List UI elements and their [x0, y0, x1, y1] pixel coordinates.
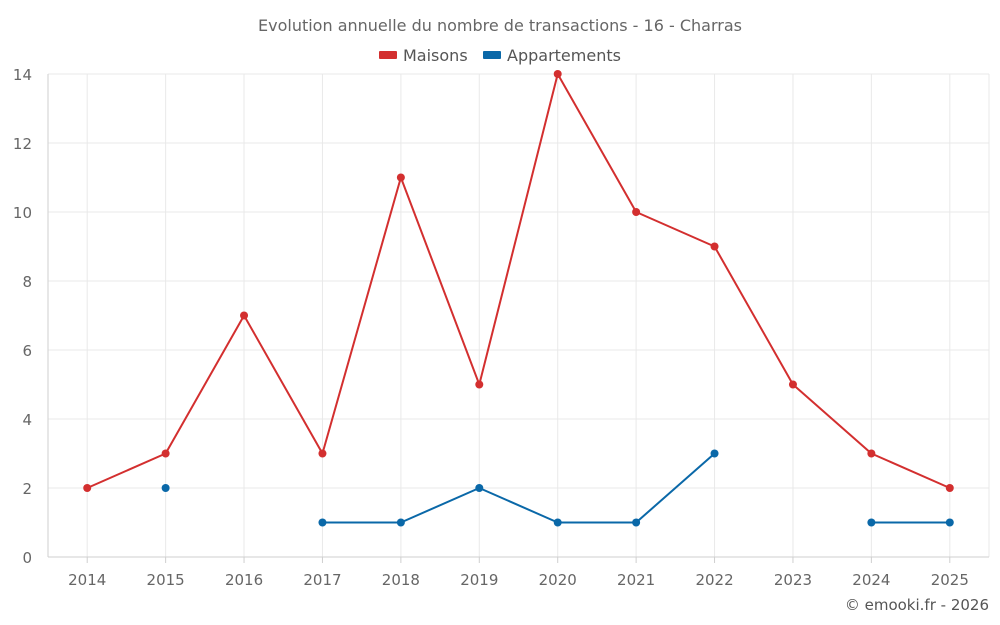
y-tick-label: 14: [13, 66, 32, 84]
point-appartements-2025[interactable]: [945, 518, 954, 527]
legend-swatch-maisons: [379, 51, 397, 59]
x-tick-label: 2022: [695, 571, 733, 589]
x-tick-label: 2024: [852, 571, 890, 589]
legend-item-maisons[interactable]: Maisons: [379, 46, 468, 65]
point-appartements-2019[interactable]: [475, 484, 484, 492]
y-tick-label: 12: [13, 135, 32, 153]
point-maisons-2022[interactable]: [710, 242, 719, 251]
point-appartements-2024[interactable]: [867, 518, 876, 527]
point-appartements-2020[interactable]: [553, 518, 562, 527]
x-tick-label: 2025: [931, 571, 969, 589]
point-appartements-2015[interactable]: [161, 484, 170, 492]
y-tick-label: 0: [22, 549, 32, 567]
point-appartements-2017[interactable]: [318, 518, 327, 527]
x-tick-label: 2018: [382, 571, 420, 589]
x-tick-label: 2023: [774, 571, 812, 589]
legend-label-appartements: Appartements: [507, 46, 621, 65]
x-tick-label: 2021: [617, 571, 655, 589]
point-maisons-2014[interactable]: [83, 484, 92, 492]
legend-label-maisons: Maisons: [403, 46, 468, 65]
point-maisons-2020[interactable]: [553, 70, 562, 78]
point-maisons-2021[interactable]: [632, 208, 641, 216]
x-tick-label: 2016: [225, 571, 263, 589]
y-tick-label: 10: [13, 204, 32, 222]
x-tick-label: 2014: [68, 571, 106, 589]
series-maisons: [83, 70, 954, 492]
point-maisons-2025[interactable]: [945, 484, 954, 492]
line-appartements: [322, 452, 716, 524]
y-tick-label: 8: [22, 273, 32, 291]
x-tick-label: 2015: [147, 571, 185, 589]
point-maisons-2016[interactable]: [240, 311, 249, 320]
point-appartements-2018[interactable]: [396, 518, 405, 527]
point-maisons-2024[interactable]: [867, 449, 876, 458]
copyright-text: © emooki.fr - 2026: [845, 596, 989, 614]
series-appartements: [161, 449, 954, 527]
legend-swatch-appartements: [483, 51, 501, 59]
series: [83, 70, 954, 527]
chart-title: Evolution annuelle du nombre de transact…: [258, 16, 742, 35]
point-maisons-2018[interactable]: [396, 173, 405, 182]
gridlines: [48, 73, 989, 557]
point-maisons-2015[interactable]: [161, 449, 170, 458]
line-maisons: [86, 73, 951, 489]
legend-item-appartements[interactable]: Appartements: [483, 46, 621, 65]
y-tick-label: 6: [22, 342, 32, 360]
y-tick-label: 2: [22, 480, 32, 498]
legend: Maisons Appartements: [379, 46, 621, 65]
point-maisons-2023[interactable]: [788, 380, 797, 389]
x-tick-label: 2017: [303, 571, 341, 589]
x-tick-label: 2019: [460, 571, 498, 589]
x-tick-label: 2020: [539, 571, 577, 589]
point-maisons-2019[interactable]: [475, 380, 484, 389]
point-appartements-2022[interactable]: [710, 449, 719, 458]
point-maisons-2017[interactable]: [318, 449, 327, 458]
axes: 0 2 4 6 8 10 12 14 2014 2015 2016 2017 2018 2019 2020 2…: [13, 66, 990, 589]
y-tick-label: 4: [22, 411, 32, 429]
point-appartements-2021[interactable]: [632, 518, 641, 527]
